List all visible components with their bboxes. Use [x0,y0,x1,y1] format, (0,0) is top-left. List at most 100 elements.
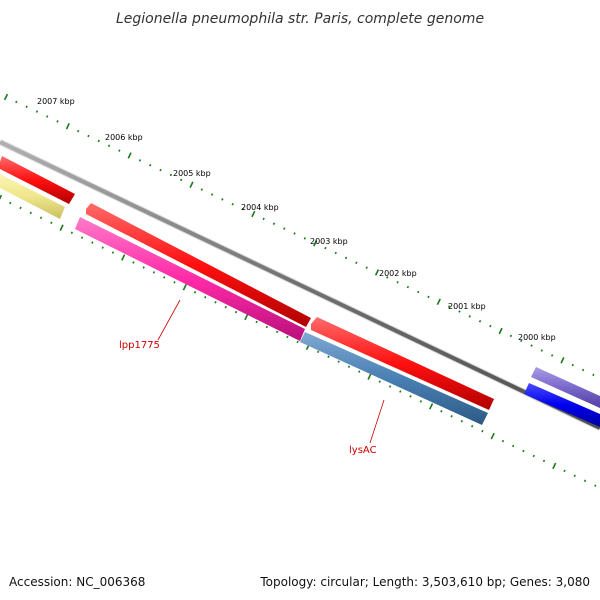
outer-major-tick [313,240,318,247]
inner-minor-tick [91,241,94,244]
lysac-leader [369,399,385,444]
outer-minor-tick [56,120,59,123]
outer-minor-tick [386,276,389,279]
outer-minor-tick [107,144,111,148]
outer-minor-tick [169,173,173,177]
scale-ticks-inner [0,194,597,487]
scale-label-2006: 2006 kbp [105,133,143,142]
gene-lysac[interactable] [300,332,488,425]
outer-minor-tick [344,256,348,260]
outer-major-tick [3,93,9,101]
outer-minor-tick [159,168,162,172]
outer-minor-tick [180,178,183,182]
inner-minor-tick [29,211,32,215]
inner-major-tick [552,462,557,470]
inner-minor-tick [358,370,361,373]
inner-minor-tick [39,216,43,220]
outer-major-tick [498,327,503,335]
genome-backbone-core [0,140,600,430]
outer-minor-tick [25,105,28,109]
inner-minor-tick [316,350,320,354]
outer-minor-tick [550,354,554,357]
inner-minor-tick [173,281,176,284]
inner-minor-tick [532,454,535,458]
gene-red-right[interactable] [311,317,494,410]
outer-minor-tick [210,193,214,196]
inner-minor-tick [542,459,546,463]
inner-minor-tick [388,385,392,388]
outer-minor-tick [221,198,224,201]
outer-minor-tick [458,310,461,313]
map-title: Legionella pneumophila str. Paris, compl… [116,11,484,27]
scale-ticks-outer [3,93,595,377]
gene-lpp1775[interactable] [75,217,305,341]
gene-label-lysac[interactable]: lysAC [349,445,377,456]
outer-minor-tick [334,251,337,255]
inner-minor-tick [204,295,207,299]
outer-minor-tick [46,115,49,118]
inner-minor-tick [80,236,84,239]
inner-minor-tick [481,429,484,433]
outer-minor-tick [76,129,80,133]
outer-major-tick [560,357,565,364]
inner-minor-tick [224,305,227,309]
outer-minor-tick [447,305,451,308]
inner-minor-tick [234,310,238,314]
gene-label-lpp1775[interactable]: lpp1775 [119,340,160,351]
inner-minor-tick [275,330,279,334]
outer-minor-tick [355,261,358,265]
gene-blue-right[interactable] [524,383,600,427]
outer-major-tick [189,181,194,188]
outer-minor-tick [324,246,327,250]
scale-label-2001: 2001 kbp [448,302,486,311]
outer-minor-tick [262,217,265,221]
scale-labels: 2007 kbp 2006 kbp 2005 kbp 2004 kbp 2003… [37,97,556,342]
outer-minor-tick [571,363,574,367]
outer-minor-tick [417,290,420,294]
outer-minor-tick [35,110,39,113]
outer-minor-tick [118,149,121,152]
outer-minor-tick [149,163,152,167]
outer-minor-tick [489,324,492,328]
outer-minor-tick [241,207,245,211]
outer-minor-tick [406,285,410,289]
inner-minor-tick [440,410,443,413]
scale-label-2005: 2005 kbp [173,169,211,178]
outer-minor-tick [272,222,276,226]
outer-minor-tick [303,237,307,240]
inner-minor-tick [470,424,474,428]
inner-minor-tick [337,360,340,363]
inner-minor-tick [347,365,351,368]
inner-minor-tick [378,380,381,383]
inner-major-tick [244,313,249,321]
inner-major-tick [367,373,372,380]
outer-minor-tick [540,349,544,352]
inner-minor-tick [460,419,464,423]
inner-minor-tick [19,206,22,210]
gene-red-middle[interactable] [86,203,311,327]
inner-minor-tick [9,201,12,205]
outer-minor-tick [396,280,399,284]
gene-purple-right[interactable] [531,367,600,408]
inner-minor-tick [286,335,289,339]
inner-minor-tick [193,291,197,294]
inner-minor-tick [255,320,258,324]
gene-yellow-left[interactable] [0,174,65,219]
outer-minor-tick [365,266,368,269]
inner-minor-tick [409,395,412,398]
inner-minor-tick [132,261,135,264]
outer-major-tick [251,210,256,218]
outer-minor-tick [427,295,430,299]
inner-minor-tick [419,400,423,403]
inner-minor-tick [152,271,156,274]
inner-minor-tick [583,479,587,483]
inner-major-tick [121,254,126,261]
inner-minor-tick [163,276,166,279]
outer-minor-tick [581,368,585,372]
lpp1775-leader [157,299,181,341]
outer-minor-tick [509,334,513,338]
outer-major-tick [65,123,70,130]
gene-red-left[interactable] [0,156,75,204]
inner-minor-tick [327,355,330,358]
